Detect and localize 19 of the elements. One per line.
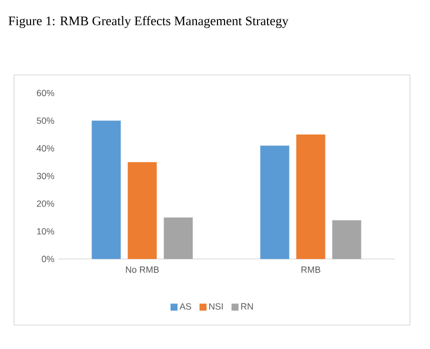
- legend-label: NSI: [209, 303, 223, 310]
- chart-title: Figure 1: RMB Greatly Effects Management Strategy: [8, 16, 288, 28]
- bar: [332, 220, 362, 259]
- x-tick-label: No RMB: [126, 266, 159, 273]
- bar: [128, 162, 157, 259]
- y-tick-label: 30%: [36, 172, 54, 180]
- bar: [260, 146, 290, 259]
- bar: [164, 218, 193, 259]
- y-tick-label: 20%: [36, 200, 54, 207]
- y-tick-label: 40%: [36, 145, 54, 152]
- bar: [296, 134, 326, 259]
- y-tick-label: 60%: [36, 90, 54, 96]
- legend-label: RN: [241, 303, 253, 310]
- legend-label: AS: [180, 303, 192, 310]
- bar: [92, 120, 121, 259]
- y-tick-label: 0%: [42, 256, 54, 262]
- y-tick-label: 10%: [37, 228, 54, 235]
- y-tick-label: 50%: [36, 117, 54, 124]
- x-tick-label: RMB: [301, 266, 320, 273]
